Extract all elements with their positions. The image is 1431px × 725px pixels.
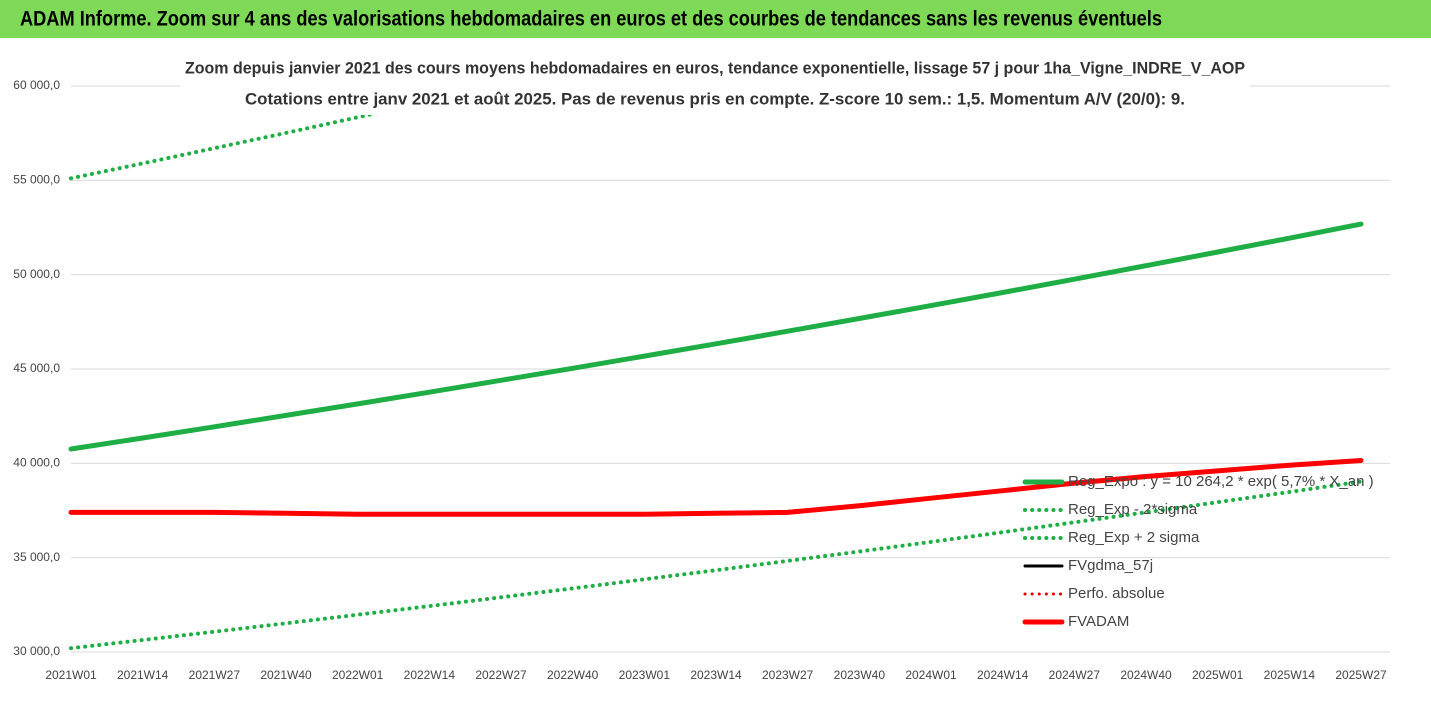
- y-tick-label: 30 000,0: [13, 644, 60, 658]
- series-line: [68, 221, 1364, 452]
- x-tick-label: 2025W27: [1335, 668, 1387, 682]
- x-tick-label: 2021W14: [117, 668, 169, 682]
- subtitle: Cotations entre janv 2021 et août 2025. …: [245, 89, 1185, 108]
- x-tick-label: 2024W14: [977, 668, 1029, 682]
- y-tick-label: 45 000,0: [13, 361, 60, 375]
- x-tick-label: 2023W40: [834, 668, 886, 682]
- x-tick-label: 2022W01: [332, 668, 384, 682]
- y-tick-label: 35 000,0: [13, 550, 60, 564]
- legend-label: Reg_Exp + 2 sigma: [1068, 529, 1200, 546]
- x-tick-label: 2022W14: [404, 668, 456, 682]
- y-tick-label: 50 000,0: [13, 267, 60, 281]
- y-tick-label: 40 000,0: [13, 456, 60, 470]
- x-tick-label: 2022W27: [475, 668, 527, 682]
- legend-label: Perfo. absolue: [1068, 585, 1165, 602]
- legend-label: FVADAM: [1068, 613, 1129, 630]
- legend-label: Reg_Exp - 2*sigma: [1068, 501, 1198, 518]
- x-tick-label: 2024W01: [905, 668, 957, 682]
- x-tick-label: 2024W27: [1049, 668, 1101, 682]
- subtitle: Zoom depuis janvier 2021 des cours moyen…: [185, 58, 1245, 77]
- x-tick-label: 2023W27: [762, 668, 814, 682]
- y-tick-label: 60 000,0: [13, 78, 60, 92]
- x-tick-label: 2024W40: [1120, 668, 1172, 682]
- x-tick-label: 2025W01: [1192, 668, 1244, 682]
- series-line: [69, 80, 535, 181]
- x-tick-label: 2021W01: [45, 668, 97, 682]
- x-tick-label: 2021W40: [260, 668, 312, 682]
- x-tick-label: 2025W14: [1264, 668, 1316, 682]
- series-line: [68, 458, 1364, 517]
- title-bar: [0, 0, 1431, 38]
- y-tick-label: 55 000,0: [13, 173, 60, 187]
- x-tick-label: 2023W01: [619, 668, 671, 682]
- x-tick-label: 2021W27: [189, 668, 241, 682]
- x-tick-label: 2023W14: [690, 668, 742, 682]
- subtitle-box: [180, 52, 1250, 115]
- legend-label: Reg_Expo : y = 10 264,2 * exp( 5,7% * X_…: [1068, 473, 1374, 490]
- chart-title: ADAM Informe. Zoom sur 4 ans des valoris…: [20, 8, 1162, 31]
- legend-label: FVgdma_57j: [1068, 557, 1153, 574]
- x-tick-label: 2022W40: [547, 668, 599, 682]
